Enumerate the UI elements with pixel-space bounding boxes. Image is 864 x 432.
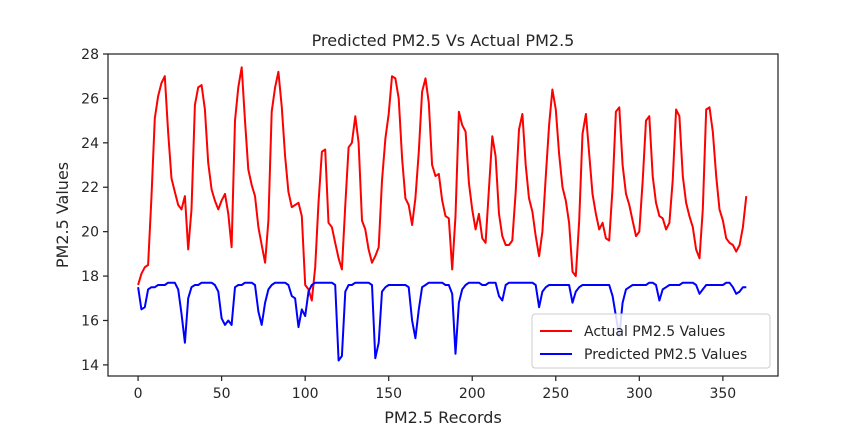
y-axis: 14 16 18 20 22 24 26 28	[81, 47, 108, 374]
y-tick-label: 28	[81, 47, 99, 63]
legend-box	[531, 313, 771, 369]
y-tick-label: 20	[81, 225, 99, 241]
y-tick-label: 18	[81, 269, 99, 285]
y-tick-label: 22	[81, 180, 99, 196]
y-tick-label: 14	[81, 358, 99, 374]
x-tick-label: 200	[459, 386, 486, 402]
x-tick-label: 150	[375, 386, 402, 402]
x-tick-label: 350	[709, 386, 736, 402]
x-tick-label: 300	[626, 386, 653, 402]
legend: Actual PM2.5 Values Predicted PM2.5 Valu…	[531, 313, 771, 369]
y-tick-label: 16	[81, 313, 99, 329]
y-tick-label: 24	[81, 136, 99, 152]
series-line-predicted	[137, 281, 747, 362]
series-layer	[137, 66, 748, 362]
plot-frame	[107, 53, 779, 377]
x-tick-label: 100	[292, 386, 319, 402]
y-tick-label: 26	[81, 91, 99, 107]
chart-title: Predicted PM2.5 Vs Actual PM2.5	[312, 31, 575, 50]
x-tick-label: 250	[542, 386, 569, 402]
x-tick-label: 0	[134, 386, 143, 402]
legend-label-actual: Actual PM2.5 Values	[584, 324, 725, 340]
x-axis: 0 50 100 150 200 250 300 350	[134, 376, 736, 402]
x-axis-title: PM2.5 Records	[384, 408, 502, 427]
x-tick-label: 50	[213, 386, 231, 402]
y-axis-title: PM2.5 Values	[53, 162, 72, 268]
legend-label-predicted: Predicted PM2.5 Values	[584, 347, 747, 363]
series-line-actual	[137, 66, 748, 302]
